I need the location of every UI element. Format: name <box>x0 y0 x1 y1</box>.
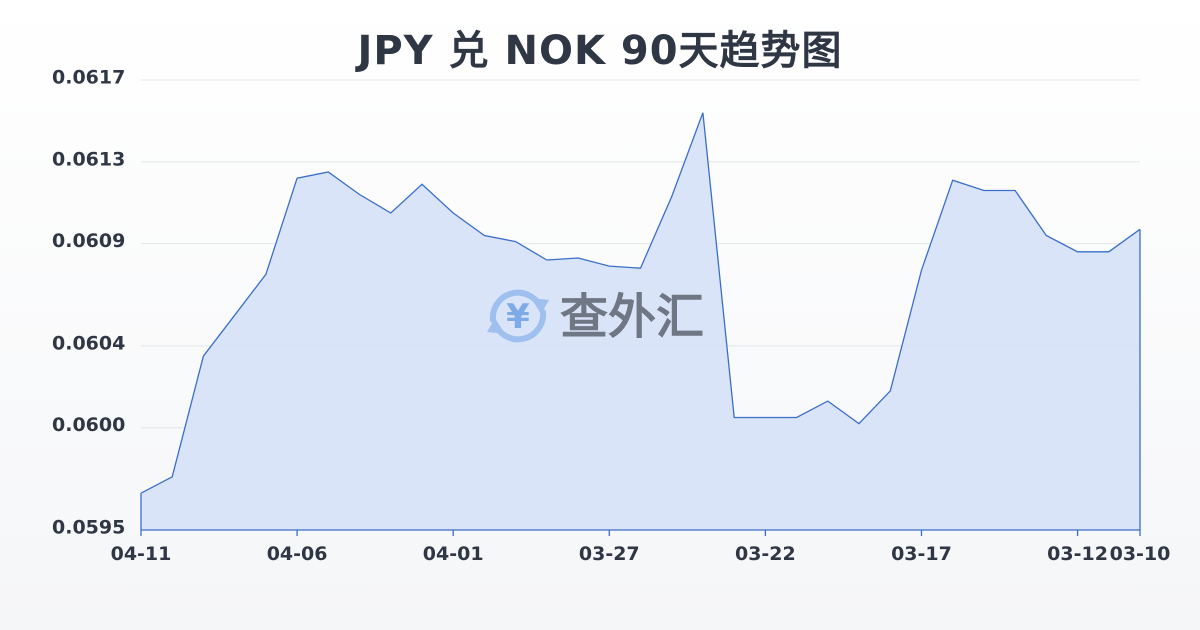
y-tick-label: 0.0609 <box>52 230 125 252</box>
watermark-arrowhead-bottom <box>487 318 505 334</box>
x-tick-label: 03-12 <box>1047 543 1108 565</box>
watermark-text: 查外汇 <box>560 289 704 345</box>
chart-title: JPY 兑 NOK 90天趋势图 <box>357 28 843 74</box>
series-line <box>140 112 1141 494</box>
y-tick-label: 0.0604 <box>52 332 125 354</box>
area-fill <box>141 112 1140 530</box>
x-tick-label: 04-06 <box>267 543 328 565</box>
y-tick-label: 0.0600 <box>52 414 125 436</box>
x-tick-label: 03-27 <box>579 543 640 565</box>
x-tick-label: 04-11 <box>111 543 172 565</box>
y-tick-label: 0.0613 <box>52 148 125 170</box>
x-tick-label: 04-01 <box>423 543 484 565</box>
yen-exchange-icon: ¥ <box>506 297 530 337</box>
x-tick-label: 03-17 <box>891 543 952 565</box>
x-tick-label: 03-10 <box>1110 543 1171 565</box>
watermark-arrowhead-top <box>531 298 549 314</box>
y-tick-label: 0.0595 <box>52 517 125 539</box>
y-tick-label: 0.0617 <box>52 67 125 89</box>
x-tick-label: 03-22 <box>735 543 796 565</box>
